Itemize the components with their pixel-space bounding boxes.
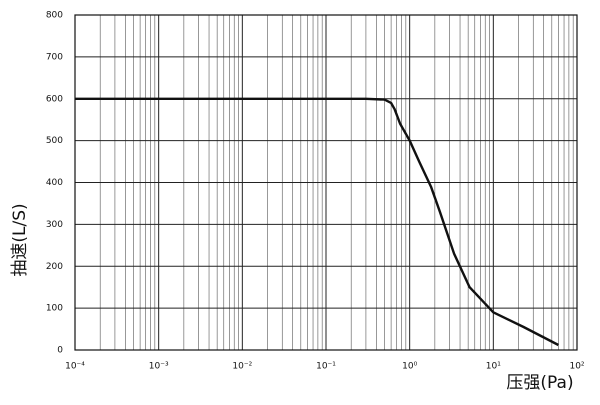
x-axis-title: 压强(Pa) <box>506 373 573 393</box>
y-tick-label: 100 <box>46 304 63 314</box>
y-tick-label: 600 <box>46 94 63 104</box>
x-tick-label: 10⁰ <box>402 362 417 372</box>
y-tick-label: 800 <box>46 11 63 21</box>
plot-frame <box>74 14 578 351</box>
data-line <box>75 97 559 347</box>
y-tick-label: 500 <box>46 136 63 146</box>
x-tick-label: 10⁻¹ <box>316 362 336 372</box>
x-tick-label: 10² <box>569 362 584 372</box>
y-axis-title: 抽速(L/S) <box>10 203 30 276</box>
x-tick-label: 10¹ <box>486 362 501 372</box>
x-tick-label: 10⁻⁴ <box>65 362 85 372</box>
x-tick-label: 10⁻² <box>232 362 252 372</box>
y-tick-label: 0 <box>57 346 63 356</box>
y-tick-label: 400 <box>46 178 63 188</box>
x-tick-label: 10⁻³ <box>149 362 169 372</box>
y-tick-label: 200 <box>46 262 63 272</box>
y-tick-label: 300 <box>46 220 63 230</box>
y-tick-label: 700 <box>46 52 63 62</box>
